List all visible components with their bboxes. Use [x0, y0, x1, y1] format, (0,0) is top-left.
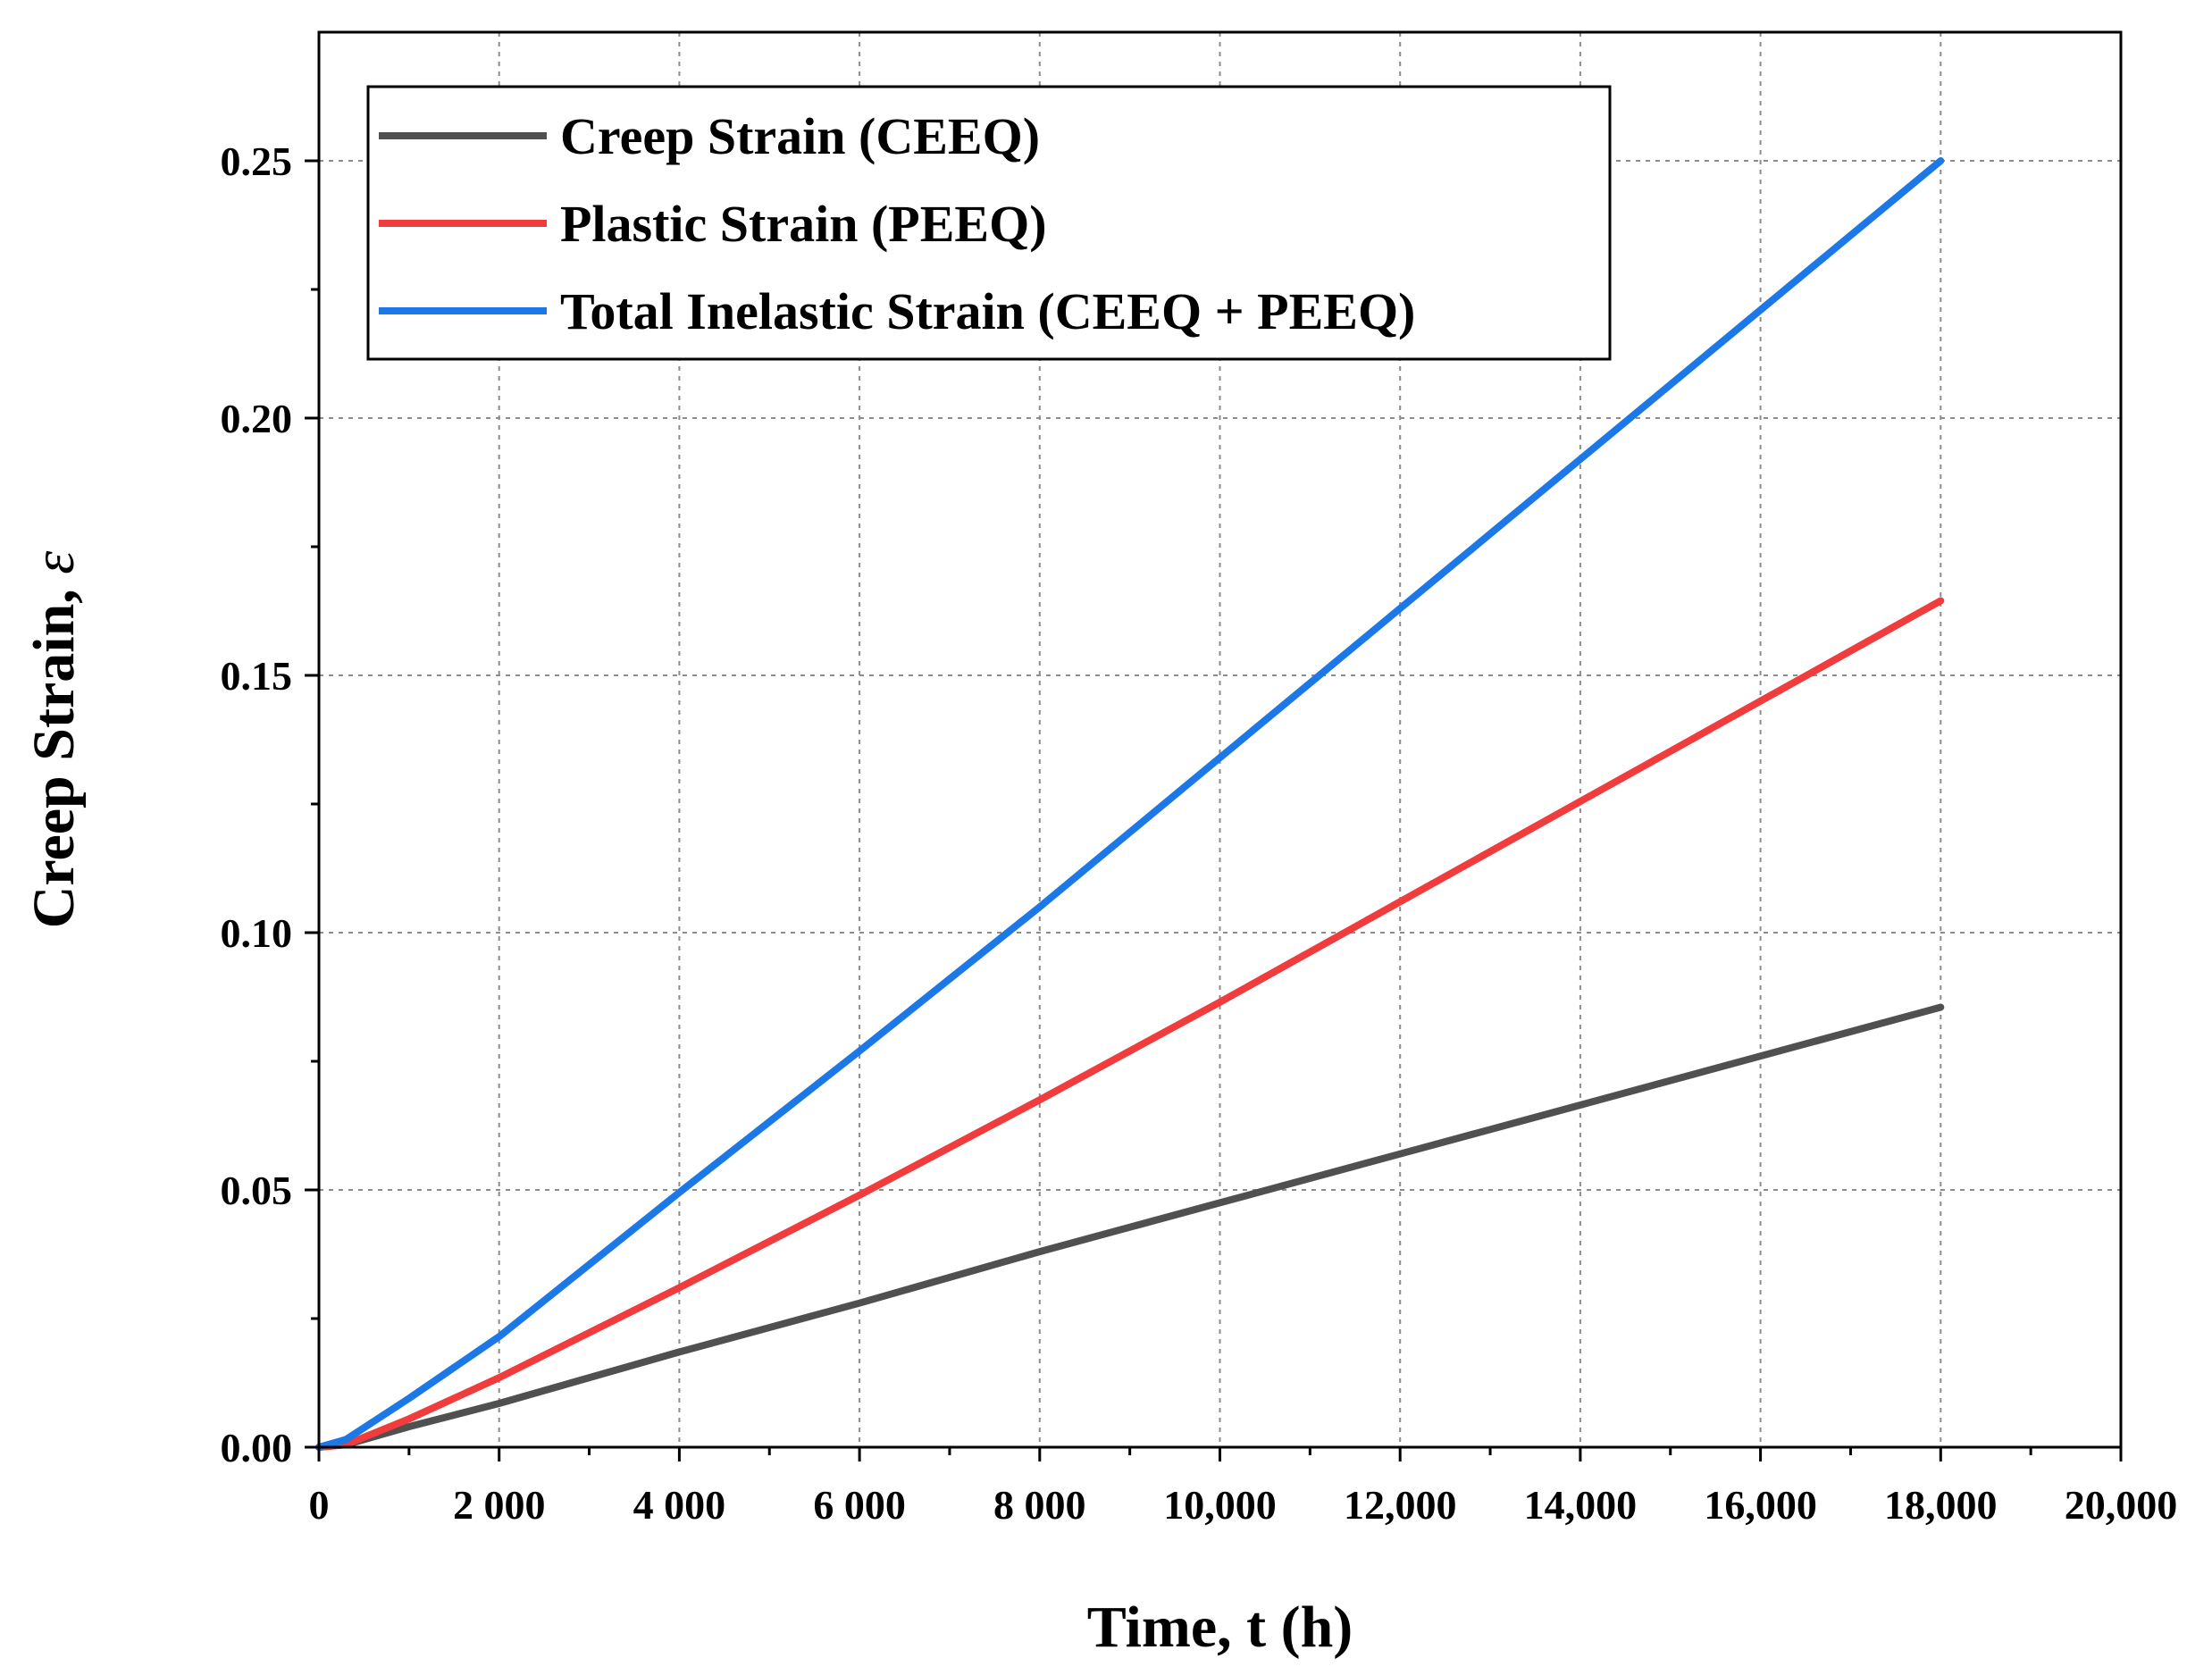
x-tick-label: 16,000: [1704, 1482, 1817, 1528]
x-axis-title: Time, t (h): [1087, 1595, 1353, 1660]
series-lines: [315, 157, 1945, 1451]
y-tick-label: 0.05: [221, 1168, 293, 1213]
x-tick-label: 14,000: [1524, 1482, 1638, 1528]
y-tick-label: 0.20: [221, 396, 293, 441]
y-tick-label: 0.00: [221, 1425, 293, 1470]
y-axis-title-text: Creep Strain,: [21, 574, 87, 929]
x-tick-label: 4 000: [633, 1482, 726, 1528]
series-line-2: [315, 597, 1945, 1451]
x-tick-label: 0: [309, 1482, 330, 1528]
x-tick-label: 2 000: [453, 1482, 546, 1528]
axes: [305, 30, 2123, 1461]
x-tick-label: 8 000: [993, 1482, 1086, 1528]
x-tick-label: 10,000: [1163, 1482, 1277, 1528]
plot-frame: [317, 30, 2123, 1449]
series-line-1: [315, 1003, 1945, 1451]
x-tick-label: 6 000: [813, 1482, 906, 1528]
y-tick-label: 0.25: [221, 138, 293, 184]
y-axis-title-symbol: ε: [21, 551, 87, 574]
legend-label-3: Total Inelastic Strain (CEEQ + PEEQ): [560, 282, 1415, 340]
legend: Creep Strain (CEEQ) Plastic Strain (PEEQ)…: [366, 85, 1612, 361]
legend-label-1: Creep Strain (CEEQ): [560, 107, 1040, 165]
x-tick-label: 12,000: [1344, 1482, 1457, 1528]
x-tick-label: 20,000: [2065, 1482, 2178, 1528]
x-tick-label: 18,000: [1884, 1482, 1998, 1528]
legend-label-2: Plastic Strain (PEEQ): [560, 195, 1047, 253]
series-line-3: [315, 157, 1945, 1451]
y-tick-label: 0.15: [221, 653, 293, 699]
tick-labels: 0 2 000 4 000 6 000 8 000 10,000 12,000 14,000 1…: [221, 138, 2178, 1528]
legend-box: [366, 85, 1612, 361]
y-axis-title: Creep Strain, ε: [21, 551, 87, 929]
y-tick-label: 0.10: [221, 910, 293, 956]
